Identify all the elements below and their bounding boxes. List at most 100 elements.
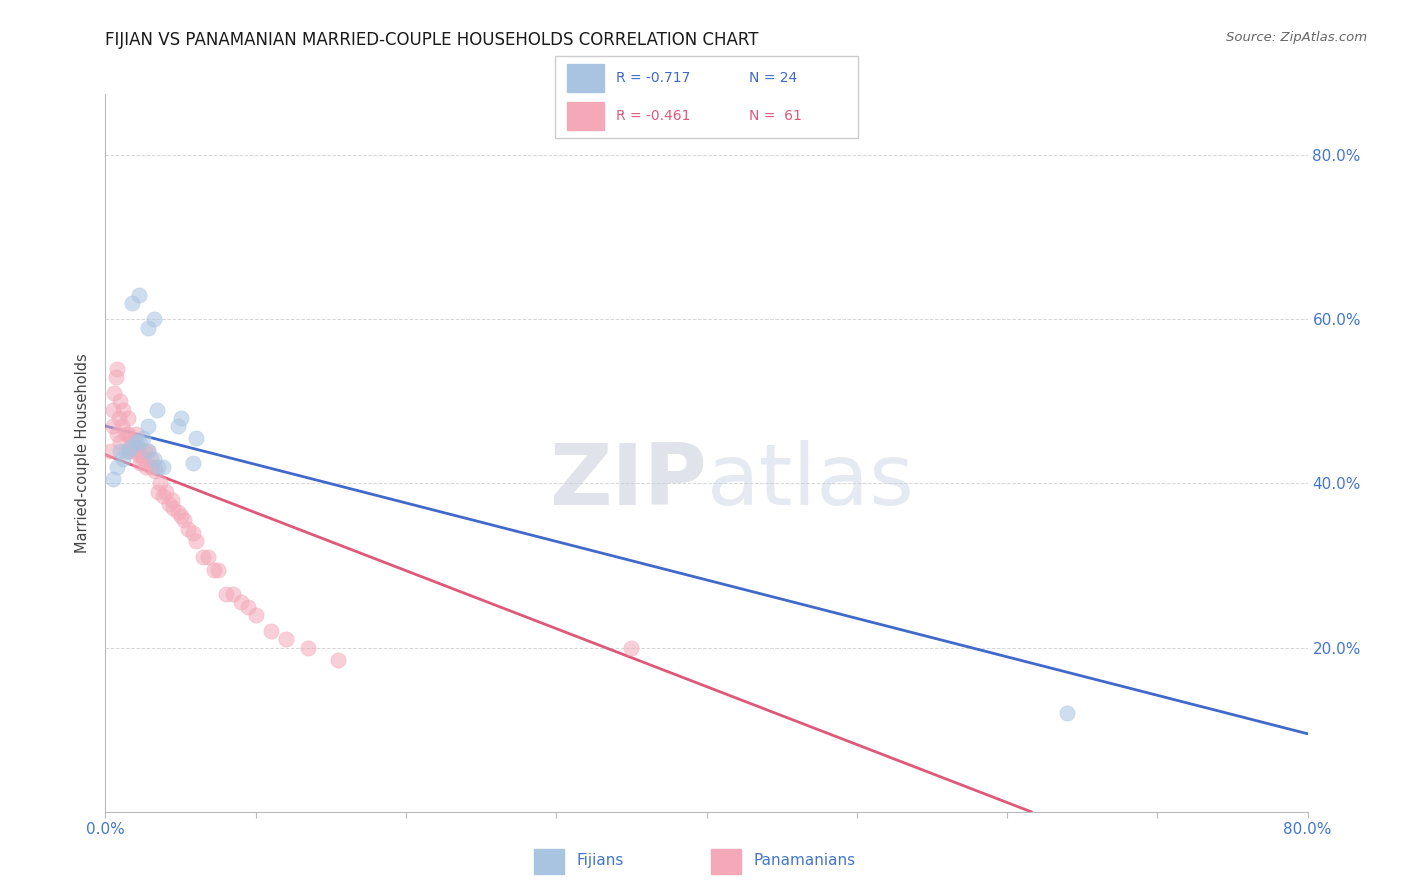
Point	[98, 443, 121, 458]
Point	[128, 287, 150, 301]
Point	[229, 595, 252, 609]
Point	[117, 410, 139, 425]
Point	[142, 460, 165, 475]
Point	[169, 509, 191, 524]
Point	[118, 443, 141, 458]
Point	[181, 525, 204, 540]
Point	[169, 410, 191, 425]
Point	[1056, 706, 1078, 721]
Point	[122, 443, 145, 458]
Point	[328, 653, 350, 667]
Bar	[534, 848, 564, 874]
Point	[202, 563, 225, 577]
Text: R = -0.461: R = -0.461	[616, 109, 690, 123]
Point	[120, 431, 142, 445]
Point	[108, 410, 131, 425]
Point	[155, 484, 177, 499]
Point	[145, 402, 167, 417]
Point	[132, 431, 155, 445]
Point	[162, 501, 184, 516]
Text: atlas: atlas	[707, 440, 914, 523]
Point	[101, 419, 124, 434]
Point	[157, 497, 180, 511]
Point	[117, 427, 139, 442]
Point	[124, 427, 146, 442]
Point	[131, 448, 153, 462]
Text: Fijians: Fijians	[576, 853, 624, 868]
Point	[214, 587, 236, 601]
Y-axis label: Married-couple Households: Married-couple Households	[75, 353, 90, 552]
Point	[128, 435, 150, 450]
Point	[136, 443, 159, 458]
Point	[184, 431, 207, 445]
Point	[101, 472, 124, 486]
Point	[197, 550, 219, 565]
Point	[152, 460, 174, 475]
Point	[103, 386, 125, 401]
Point	[166, 505, 188, 519]
Point	[191, 550, 214, 565]
Point	[124, 440, 146, 454]
Point	[135, 460, 157, 475]
Text: N = 24: N = 24	[749, 71, 797, 86]
FancyBboxPatch shape	[555, 56, 858, 138]
Point	[136, 320, 159, 334]
Point	[136, 443, 159, 458]
Point	[181, 456, 204, 470]
Point	[110, 443, 132, 458]
Text: ZIP: ZIP	[548, 440, 707, 523]
Point	[177, 522, 200, 536]
Point	[115, 427, 138, 442]
Point	[245, 607, 267, 622]
Point	[160, 492, 183, 507]
Point	[142, 312, 165, 326]
Point	[117, 443, 139, 458]
Point	[146, 484, 169, 499]
Point	[173, 513, 195, 527]
Point	[238, 599, 260, 614]
Point	[111, 419, 134, 434]
Point	[620, 640, 643, 655]
Point	[120, 440, 142, 454]
Point	[222, 587, 245, 601]
Point	[112, 451, 135, 466]
Point	[146, 460, 169, 475]
Point	[139, 451, 162, 466]
Point	[104, 369, 127, 384]
Text: Panamanians: Panamanians	[754, 853, 856, 868]
Point	[129, 456, 152, 470]
Point	[142, 451, 165, 466]
Point	[152, 489, 174, 503]
Point	[114, 443, 136, 458]
Point	[128, 448, 150, 462]
Point	[166, 419, 188, 434]
Point	[107, 460, 129, 475]
Text: FIJIAN VS PANAMANIAN MARRIED-COUPLE HOUSEHOLDS CORRELATION CHART: FIJIAN VS PANAMANIAN MARRIED-COUPLE HOUS…	[105, 31, 759, 49]
Text: Source: ZipAtlas.com: Source: ZipAtlas.com	[1226, 31, 1367, 45]
Bar	[711, 848, 741, 874]
Point	[132, 451, 155, 466]
Point	[112, 402, 135, 417]
Point	[121, 296, 143, 310]
Point	[136, 419, 159, 434]
Point	[110, 435, 132, 450]
Point	[124, 435, 146, 450]
Point	[297, 640, 319, 655]
Text: R = -0.717: R = -0.717	[616, 71, 690, 86]
Bar	[568, 103, 603, 130]
Point	[107, 427, 129, 442]
Point	[107, 361, 129, 376]
Point	[110, 394, 132, 409]
Point	[184, 533, 207, 548]
Point	[148, 476, 170, 491]
Point	[134, 443, 156, 458]
Point	[143, 464, 166, 478]
Text: N =  61: N = 61	[749, 109, 801, 123]
Point	[121, 435, 143, 450]
Point	[260, 624, 283, 639]
Bar	[568, 64, 603, 92]
Point	[125, 440, 148, 454]
Point	[101, 402, 124, 417]
Point	[139, 460, 162, 475]
Point	[207, 563, 229, 577]
